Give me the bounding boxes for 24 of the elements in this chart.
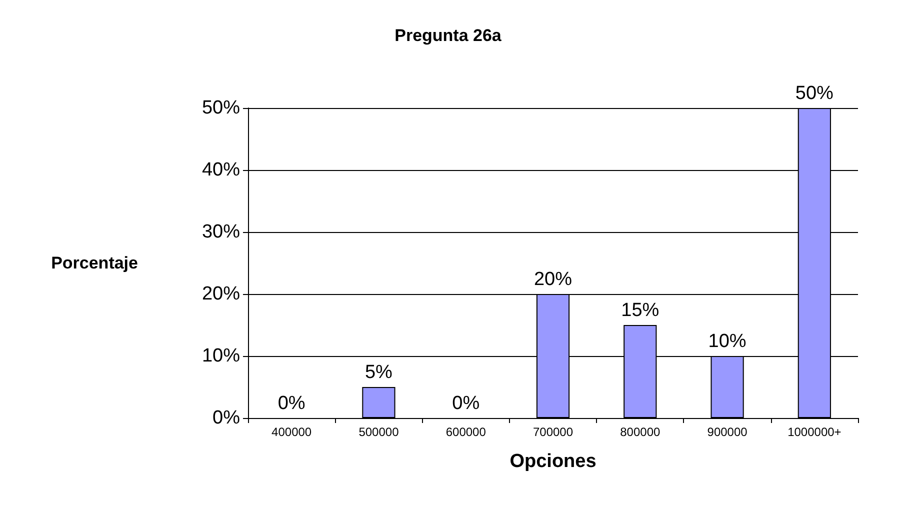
chart-title: Pregunta 26a <box>394 26 502 45</box>
x-tick-label: 800000 <box>620 425 660 439</box>
data-label: 10% <box>708 331 746 352</box>
x-tick-label: 1000000+ <box>788 425 842 439</box>
x-tick-label: 500000 <box>358 425 400 439</box>
data-label: 50% <box>795 83 834 104</box>
x-axis-title: Opciones <box>510 451 596 472</box>
data-label: 5% <box>364 362 393 383</box>
y-axis-title: Porcentaje <box>51 254 138 272</box>
x-tick-label: 900000 <box>707 425 748 439</box>
data-label: 0% <box>278 393 306 414</box>
data-label: 15% <box>621 300 660 321</box>
y-tick-label: 50% <box>202 98 240 118</box>
x-tick-label: 700000 <box>532 425 574 439</box>
x-tick-label: 400000 <box>272 425 312 439</box>
data-label: 0% <box>452 393 480 414</box>
y-tick-label: 0% <box>212 408 240 428</box>
y-tick-label: 30% <box>202 222 240 242</box>
y-tick-label: 40% <box>202 160 240 180</box>
x-tick-label: 600000 <box>446 425 486 439</box>
bar <box>362 387 396 418</box>
y-tick-label: 20% <box>202 284 240 304</box>
y-tick-label: 10% <box>202 346 240 366</box>
data-label: 20% <box>534 269 572 290</box>
